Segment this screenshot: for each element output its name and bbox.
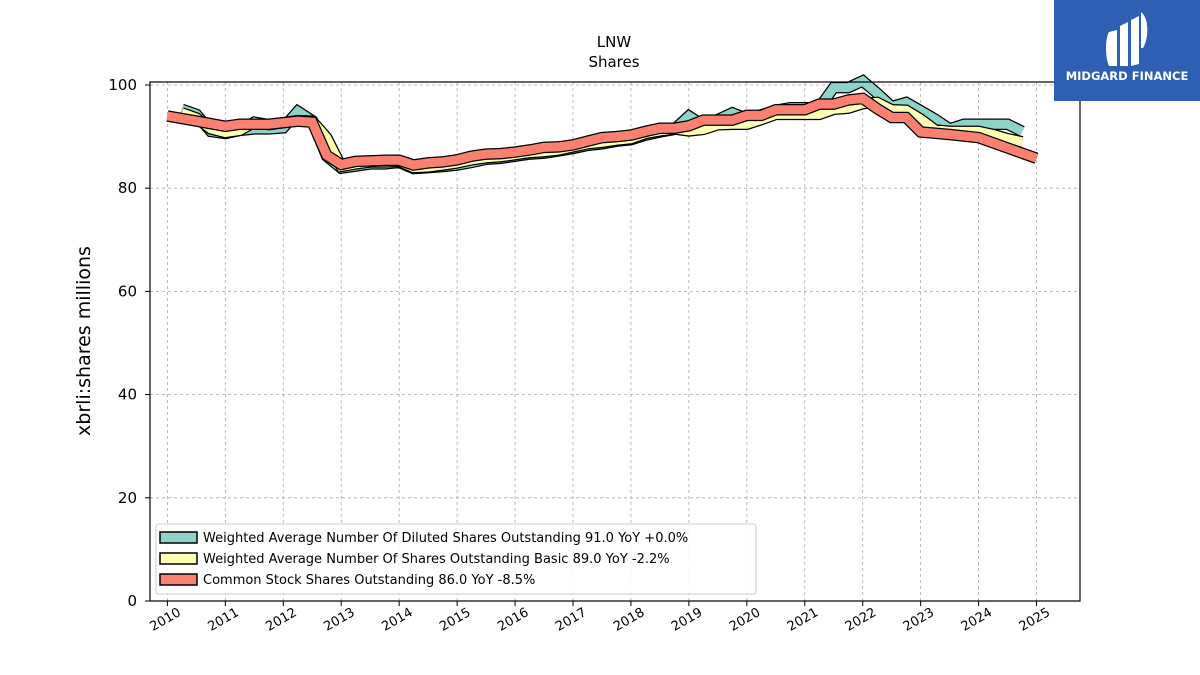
brand-logo: MIDGARD FINANCE (1054, 0, 1200, 101)
x-tick-label: 2016 (495, 605, 531, 635)
x-tick-label: 2019 (669, 605, 705, 635)
chart-subtitle: Shares (588, 53, 639, 71)
legend: Weighted Average Number Of Diluted Share… (155, 523, 757, 595)
y-axis-label: xbrli:shares millions (73, 246, 95, 436)
x-tick-label: 2024 (959, 605, 995, 635)
x-tick-label: 2010 (148, 605, 184, 635)
chart-title: LNW (597, 33, 632, 51)
y-tick-label: 80 (118, 179, 137, 197)
legend-label: Common Stock Shares Outstanding 86.0 YoY… (203, 573, 535, 588)
x-tick-label: 2022 (843, 605, 879, 635)
series-layer (166, 74, 1039, 175)
logo-mark-icon (1106, 12, 1148, 66)
legend-swatch (159, 552, 198, 565)
x-tick-label: 2013 (321, 605, 357, 635)
legend-box (155, 523, 757, 595)
legend-swatch (159, 531, 198, 544)
legend-swatch (159, 573, 198, 586)
x-axis: 2010 2011 2012 2013 2014 2015 2016 2017 2018 2019… (148, 601, 1053, 635)
y-tick-label: 60 (118, 282, 137, 300)
legend-label: Weighted Average Number Of Shares Outsta… (203, 552, 670, 567)
series-3 (166, 92, 1039, 171)
legend-label: Weighted Average Number Of Diluted Share… (203, 531, 688, 546)
x-tick-label: 2014 (379, 605, 415, 635)
x-tick-label: 2011 (205, 605, 241, 635)
x-tick-label: 2015 (437, 605, 473, 635)
y-tick-label: 40 (118, 386, 137, 404)
series-line (166, 93, 1039, 170)
x-tick-label: 2021 (785, 605, 821, 635)
x-tick-label: 2023 (901, 605, 937, 635)
x-tick-label: 2020 (727, 605, 763, 635)
x-tick-label: 2012 (263, 605, 299, 635)
y-axis: 0 20 40 60 80 100 (108, 76, 150, 610)
y-tick-label: 0 (127, 592, 137, 610)
logo-text: MIDGARD FINANCE (1065, 69, 1189, 83)
x-tick-label: 2025 (1017, 605, 1053, 635)
grid (150, 82, 1080, 601)
y-tick-label: 20 (118, 489, 137, 507)
plot-frame (149, 81, 1081, 602)
x-tick-label: 2018 (611, 605, 647, 635)
x-tick-label: 2017 (553, 605, 589, 635)
y-tick-label: 100 (108, 76, 137, 94)
